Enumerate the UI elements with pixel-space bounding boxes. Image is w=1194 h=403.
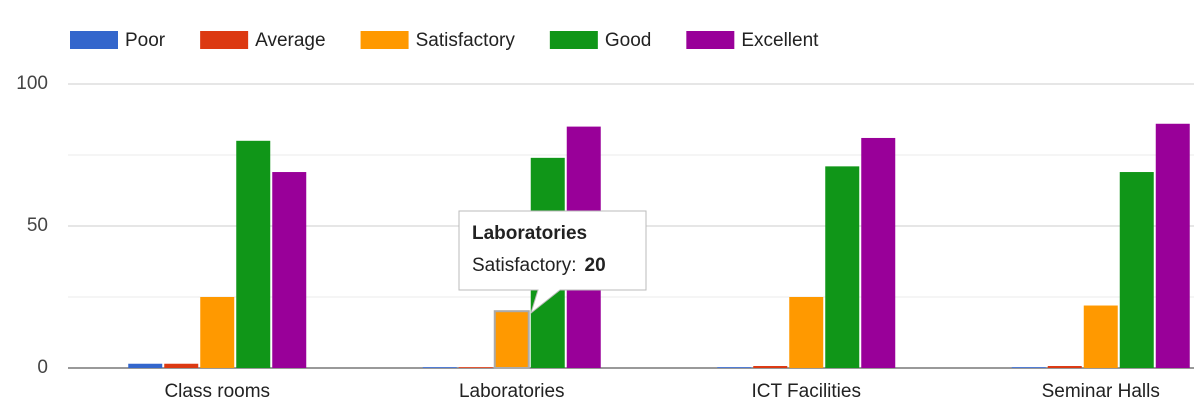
bar <box>825 166 860 368</box>
bar <box>1119 172 1154 368</box>
bar <box>236 140 271 368</box>
x-tick-label: Laboratories <box>459 381 565 402</box>
bar <box>493 310 530 370</box>
bar <box>128 363 163 368</box>
legend-label: Excellent <box>741 30 819 51</box>
x-tick-label: Seminar Halls <box>1042 381 1160 402</box>
y-tick-label: 100 <box>16 73 48 94</box>
legend-swatch <box>360 31 409 49</box>
bar <box>717 367 752 368</box>
x-tick-label: ICT Facilities <box>752 381 861 402</box>
tooltip-value: 20 <box>585 255 606 276</box>
bar <box>458 367 493 368</box>
x-tick-label: Class rooms <box>164 381 270 402</box>
bar <box>200 297 235 368</box>
tooltip-label: Satisfactory: <box>472 255 577 276</box>
bar <box>1011 367 1046 368</box>
tooltip-box <box>458 210 647 315</box>
legend-swatch <box>549 31 598 49</box>
legend-swatch <box>70 31 118 49</box>
legend-label: Satisfactory <box>416 30 516 51</box>
bar <box>422 367 457 368</box>
y-tick-label: 0 <box>37 357 48 378</box>
bar <box>1083 305 1118 368</box>
bar <box>164 363 199 368</box>
bar <box>861 137 896 368</box>
bar <box>272 172 307 368</box>
bar <box>1047 366 1082 368</box>
legend-label: Poor <box>125 30 166 51</box>
legend-swatch <box>686 31 735 49</box>
tooltip-title: Laboratories <box>472 223 587 244</box>
legend-label: Average <box>255 30 325 51</box>
bar <box>789 297 824 368</box>
bar <box>1155 123 1190 368</box>
tooltip: Laboratories Satisfactory: 20 <box>458 210 647 315</box>
legend-swatch <box>200 31 249 49</box>
legend-label: Good <box>605 30 651 51</box>
bar <box>753 366 788 368</box>
y-tick-label: 50 <box>27 215 48 236</box>
